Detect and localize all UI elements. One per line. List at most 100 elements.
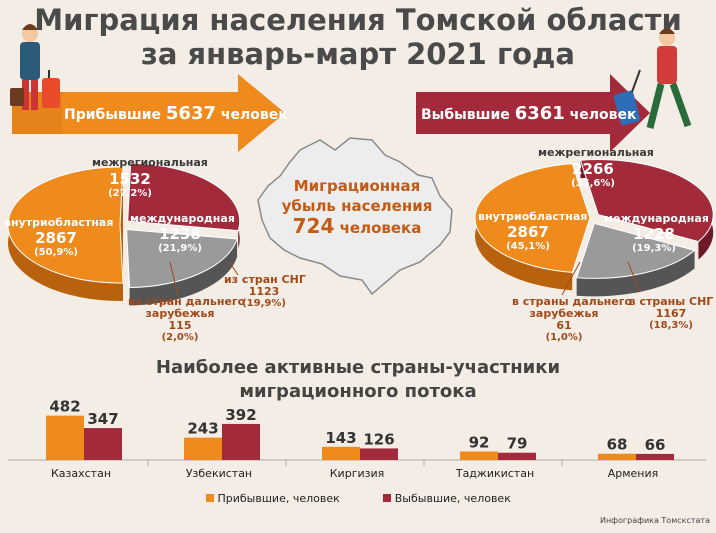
legend-departures-label: Выбывшие, человек [394,492,511,505]
left-cis-value: 1123 [248,285,280,298]
right-interregional-pct: (35,6%) [571,178,615,189]
right-intraregional-pct: (45,1%) [506,241,550,252]
left-international-value: 1238 [159,225,201,243]
right-interregional-value: 2266 [572,160,614,178]
departures-unit: человек [569,107,637,123]
left-international-pct: (21,9%) [158,243,202,254]
bar-departures [360,448,398,460]
bar-value-label: 68 [607,436,628,454]
right-far-abroad-pct: (1,0%) [545,332,583,343]
left-intraregional-label: внутриобластная [4,216,114,229]
left-far-abroad-line2: зарубежья [145,307,215,320]
left-intraregional-pct: (50,9%) [34,247,78,258]
arrivals-unit: человек [220,107,288,123]
pie-chart-departures [474,159,714,297]
left-cis-pct: (19,9%) [242,298,286,309]
traveler-left-icon [10,24,60,110]
traveler-right-icon [613,28,692,129]
departures-arrow [416,74,650,152]
bar-departures [222,423,260,460]
pie-chart-arrivals [7,162,241,306]
pie-right-slice-0 [474,163,591,273]
legend-arrivals-swatch [206,494,214,502]
pie-left-slice-1 [127,162,241,232]
bar-arrivals [46,415,84,460]
left-far-abroad-pct: (2,0%) [161,332,199,343]
left-interregional-value: 1532 [109,170,151,188]
right-far-abroad: в страны дальнего зарубежья 61 (1,0%) [512,295,633,344]
bar-value-label: 79 [507,435,528,453]
bar-value-label: 347 [87,410,118,428]
right-interregional-label: межрегиональная [538,146,654,159]
bar-value-label: 66 [645,436,666,454]
bar-value-label: 243 [187,420,218,438]
left-intraregional-values: внутриобластная 2867 (50,9%) [4,216,114,258]
left-interregional-label: межрегиональная [92,156,208,169]
left-far-abroad: из стран дальнего зарубежья 115 (2,0%) [128,295,246,344]
bar-value-label: 92 [469,434,490,452]
center-value: 724 [292,214,335,238]
page-title-line2: за январь-март 2021 года [140,37,576,71]
right-interregional-values: 2266 (35,6%) [558,160,628,189]
bar-arrivals [322,446,360,460]
right-far-abroad-line2: зарубежья [529,307,599,320]
left-interregional-pct: (27,2%) [108,188,152,199]
left-cis-label: из стран СНГ [224,273,306,286]
right-international-values: международная 1228 (19,3%) [604,212,709,254]
left-international-values: международная 1238 (21,9%) [130,212,235,254]
pie-right-slice-2 [575,222,696,279]
tomsk-map-shape [257,137,453,296]
bar-arrivals [460,451,498,460]
pie-left-slice-2 [126,228,238,289]
center-line1: Миграционная [293,177,421,195]
bar-arrivals [598,453,636,460]
left-far-abroad-line1: из стран дальнего [128,295,246,308]
bar-arrivals [184,437,222,460]
credit-text: Инфографика Томскстата [599,516,710,525]
departures-label: Выбывшие [421,107,510,123]
right-international-value: 1228 [633,225,675,243]
bar-section-title-line2: миграционного потока [239,381,477,402]
bar-category-label: Таджикистан [455,467,534,480]
right-intraregional-values: внутриобластная 2867 (45,1%) [478,210,588,252]
right-far-abroad-value: 61 [556,319,572,332]
left-international-label: международная [130,212,235,225]
bar-category-label: Казахстан [51,467,111,480]
bar-departures [84,428,122,460]
arrivals-label: Прибывшие [64,107,162,123]
right-cis-label: в страны СНГ [628,295,714,308]
right-international-pct: (19,3%) [632,243,676,254]
bar-value-label: 482 [49,398,80,416]
bar-category-label: Узбекистан [186,467,252,480]
arrivals-arrow [12,74,285,152]
bar-value-label: 392 [225,406,256,424]
pie-left-slice-0 [7,166,124,284]
bar-departures [498,452,536,460]
right-international-label: международная [604,212,709,225]
bar-category-label: Киргизия [330,467,384,480]
bar-legend: Прибывшие, человек Выбывшие, человек [206,492,511,505]
center-line2: убыль населения [281,197,433,215]
pie-right-slice-1 [579,159,714,243]
departures-text: Выбывшие 6361 человек [421,103,637,124]
left-interregional-values: 1532 (27,2%) [100,170,160,199]
arrivals-text: Прибывшие 5637 человек [64,103,288,124]
legend-arrivals-label: Прибывшие, человек [217,492,340,505]
left-cis: из стран СНГ 1123 (19,9%) [224,273,306,310]
bar-section-title-line1: Наиболее активные страны-участники [155,357,561,378]
bar-value-label: 143 [325,429,356,447]
arrivals-value: 5637 [165,103,216,124]
page-title-line1: Миграция населения Томской области [34,3,682,37]
right-cis-value: 1167 [655,307,687,320]
left-intraregional-value: 2867 [35,229,77,247]
right-intraregional-label: внутриобластная [478,210,588,223]
legend-departures-swatch [383,494,392,502]
center-balance: Миграционная убыль населения 724 человек… [262,176,452,238]
departures-value: 6361 [514,103,565,124]
bar-departures [636,453,674,460]
bar-value-label: 126 [363,430,394,448]
bar-category-label: Армения [608,467,659,480]
right-cis-pct: (18,3%) [649,320,693,331]
right-far-abroad-line1: в страны дальнего [512,295,633,308]
